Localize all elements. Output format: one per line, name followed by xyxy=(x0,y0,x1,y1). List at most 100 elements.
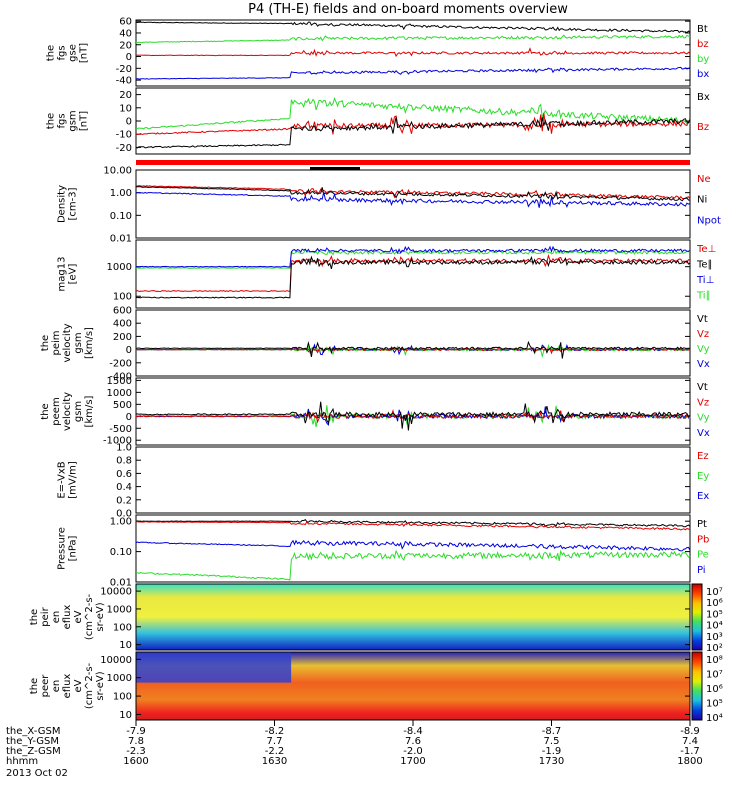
footer-value: -2.2 xyxy=(265,746,285,757)
footer-value: -8.7 xyxy=(542,726,562,737)
temp-frame xyxy=(135,239,691,309)
peim-vel-legend-vx: Vx xyxy=(697,359,710,370)
fgs-gse-tick-label: -20 xyxy=(116,64,132,75)
fgs-gse-tick-label: 40 xyxy=(119,28,132,39)
footer-value: 1600 xyxy=(123,756,148,767)
footer-value: 7.6 xyxy=(405,736,421,747)
density-series-ne xyxy=(135,185,691,200)
efield-tick-label: 0.8 xyxy=(116,456,132,467)
pressure-legend-pb: Pb xyxy=(697,534,709,545)
peir-spec-tick-label: 10 xyxy=(119,640,132,651)
efield-tick-label: 0.4 xyxy=(116,482,132,493)
electron-colorbar xyxy=(691,651,703,721)
peir-spec-frame xyxy=(135,583,691,651)
peim-vel-series-vz xyxy=(135,346,691,355)
panel-peim-vel: thepeimvelocitygsm[km/s] 600 400 200 0 -200 -4… xyxy=(40,306,710,383)
electron-colorbar-label: 10⁸ xyxy=(706,655,723,666)
fgs-gse-series-by xyxy=(135,34,691,44)
footer-date: 2013 Oct 02 xyxy=(6,768,68,779)
fgs-gse-series-bx xyxy=(135,66,691,80)
peer-spec-tick-label: 10 xyxy=(119,710,132,721)
pressure-tick-label: 1.00 xyxy=(110,517,132,528)
fgs-gse-tick-label: 60 xyxy=(119,17,132,28)
fgs-gse-tick-label: 0 xyxy=(126,52,132,63)
footer-row-label: hhmm xyxy=(6,756,38,767)
peim-vel-legend-vz: Vz xyxy=(697,329,709,340)
footer-row-label: the_Y-GSM xyxy=(6,736,59,747)
footer-value: 1730 xyxy=(539,756,564,767)
panel-temp: mag13[eV] 1000 100 Te⊥ Te∥ Ti⊥ Ti∥ xyxy=(57,239,716,309)
electron-colorbar-label: 10⁶ xyxy=(706,684,723,695)
fgs-gse-series-bz xyxy=(135,47,691,58)
electron-colorbar-label: 10⁵ xyxy=(706,699,723,710)
peem-vel-legend-vz: Vz xyxy=(697,397,709,408)
temp-series-tiperp xyxy=(135,245,691,268)
peim-vel-tick-label: -400 xyxy=(109,372,132,383)
peem-vel-tick-label: -1000 xyxy=(103,436,132,447)
ion-colorbar-label: 10⁶ xyxy=(706,598,723,609)
fgs-gse-legend-bx: bx xyxy=(697,69,709,80)
panel-efield: E=-VxB[mV/m] 1.0 0.8 0.6 0.4 0.2 0.0 Ez Ey Ex xyxy=(57,443,710,520)
peir-spec-ylabel: thepeirenefluxeV(cm^2-s-sr-eV) xyxy=(29,593,106,640)
peem-vel-tick-label: 1000 xyxy=(107,388,132,399)
fgs-gse-tick-label: 20 xyxy=(119,40,132,51)
footer-value: -1.9 xyxy=(542,746,562,757)
peem-vel-series-vt xyxy=(135,401,691,431)
fgs-gsm-tick-label: 20 xyxy=(119,90,132,101)
efield-legend-ez: Ez xyxy=(697,451,709,462)
peim-vel-series-vt xyxy=(135,340,691,359)
peem-vel-legend-vx: Vx xyxy=(697,428,710,439)
density-legend-ni: Ni xyxy=(697,195,707,206)
footer-row-label: the_Z-GSM xyxy=(6,746,61,757)
panel-peem-vel: thepeemvelocitygsm[km/s] 150010005000-500… xyxy=(40,376,710,447)
pressure-tick-label: 0.10 xyxy=(110,547,132,558)
peim-vel-series-vy xyxy=(135,343,691,359)
footer-value: -8.2 xyxy=(265,726,285,737)
density-tick-label: 0.10 xyxy=(110,211,132,222)
fgs-gsm-series-bx xyxy=(135,96,691,130)
peir-spec-tick-label: 10000 xyxy=(100,587,132,598)
pressure-legend-pi: Pi xyxy=(697,565,706,576)
density-tick-label: 0.01 xyxy=(110,234,132,245)
efield-tick-label: 0.0 xyxy=(116,509,132,520)
peer-spec-tick-label: 100 xyxy=(113,692,132,703)
efield-tick-label: 0.6 xyxy=(116,469,132,480)
density-series-ni xyxy=(135,186,691,202)
efield-frame xyxy=(135,446,691,514)
peim-vel-tick-label: 400 xyxy=(113,319,132,330)
fgs-gse-ylabel: thefgsgse[nT] xyxy=(46,43,90,63)
fgs-gse-tick-label: -40 xyxy=(116,76,132,87)
electron-colorbar-label: 10⁷ xyxy=(706,670,723,681)
peer-spec-tick-label: 1000 xyxy=(107,673,132,684)
ion-colorbar xyxy=(691,583,703,651)
footer-value: -8.9 xyxy=(680,726,700,737)
efield-ylabel: E=-VxB[mV/m] xyxy=(57,461,79,499)
ion-colorbar-label: 10⁴ xyxy=(706,621,723,632)
footer-value: -1.7 xyxy=(680,746,700,757)
pressure-ylabel: Pressure[nPa] xyxy=(57,527,79,570)
ion-colorbar-label: 10⁷ xyxy=(706,587,723,598)
peem-vel-tick-label: 1500 xyxy=(107,376,132,387)
peim-vel-tick-label: 0 xyxy=(126,345,132,356)
peim-vel-legend-vt: Vt xyxy=(697,314,708,325)
plot-title: P4 (TH-E) fields and on-board moments ov… xyxy=(248,2,568,17)
footer-value: 7.8 xyxy=(128,736,144,747)
efield-tick-label: 0.2 xyxy=(116,495,132,506)
fgs-gse-legend-bz: bz xyxy=(697,39,709,50)
density-legend-ne: Ne xyxy=(697,174,711,185)
ion-colorbar-label: 10³ xyxy=(706,632,723,643)
pressure-series-pi xyxy=(135,539,691,552)
footer-value: -8.4 xyxy=(403,726,423,737)
peer-spec-lowflux-region xyxy=(136,652,292,683)
footer-value: -7.9 xyxy=(126,726,146,737)
density-ylabel: Density[cm-3] xyxy=(57,185,79,223)
efield-tick-label: 1.0 xyxy=(116,443,132,454)
temp-series-tepar xyxy=(135,255,691,299)
electron-colorbar-label: 10⁴ xyxy=(706,713,723,724)
peim-vel-legend-vy: Vy xyxy=(697,344,710,355)
efield-legend-ex: Ex xyxy=(697,491,709,502)
peim-vel-tick-label: -200 xyxy=(109,358,132,369)
ion-colorbar-label: 10² xyxy=(706,643,723,654)
